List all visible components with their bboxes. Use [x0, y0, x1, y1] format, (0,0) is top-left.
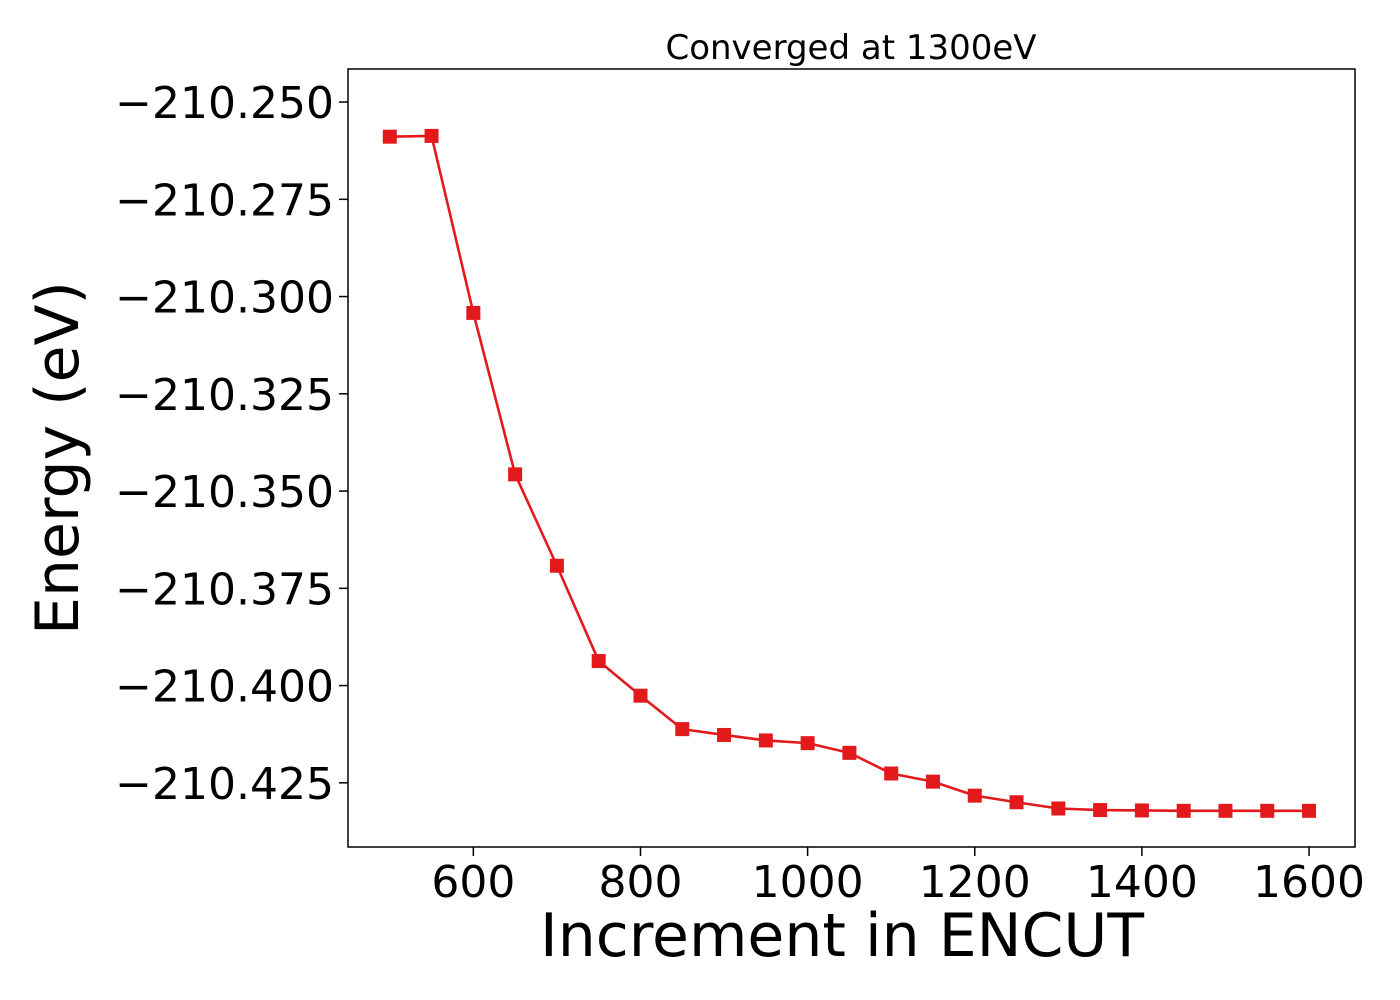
y-tick-label: −210.350 [115, 467, 334, 518]
data-point-marker [1176, 803, 1191, 818]
data-point-marker [1051, 801, 1066, 816]
plot-layer [382, 128, 1317, 818]
data-point-marker [466, 305, 481, 320]
data-point-marker [1134, 803, 1149, 818]
x-axis: 600 800 1000 1200 1400 1600 [431, 847, 1365, 908]
data-point-marker [758, 733, 773, 748]
data-point-marker [967, 788, 982, 803]
data-point-marker [508, 467, 523, 482]
data-point-marker [549, 558, 564, 573]
data-point-marker [424, 128, 439, 143]
x-tick-label: 1600 [1253, 857, 1365, 908]
data-point-marker [1009, 795, 1024, 810]
data-point-marker [591, 654, 606, 669]
plot-frame [347, 68, 1356, 848]
x-tick-label: 800 [598, 857, 682, 908]
x-tick-label: 1000 [752, 857, 864, 908]
y-axis-label: Energy (eV) [23, 281, 93, 635]
y-tick-label: −210.425 [115, 759, 334, 810]
y-tick-label: −210.275 [115, 175, 334, 226]
series-line [389, 134, 1310, 813]
data-point-marker [675, 722, 690, 737]
data-point-marker [717, 727, 732, 742]
data-point-marker [382, 129, 397, 144]
y-tick-label: −210.250 [115, 78, 334, 129]
x-tick-label: 1400 [1086, 857, 1198, 908]
data-point-marker [842, 745, 857, 760]
data-point-marker [884, 766, 899, 781]
data-point-marker [925, 774, 940, 789]
data-point-marker [1093, 803, 1108, 818]
data-point-marker [1218, 803, 1233, 818]
data-point-marker [1302, 803, 1317, 818]
chart-title: Converged at 1300eV [665, 28, 1036, 68]
y-tick-label: −210.375 [115, 564, 334, 615]
data-point-marker [800, 736, 815, 751]
x-axis-label: Increment in ENCUT [540, 901, 1144, 971]
y-tick-label: −210.400 [115, 662, 334, 713]
x-tick-label: 1200 [919, 857, 1031, 908]
y-tick-label: −210.325 [115, 370, 334, 421]
y-axis: −210.250 −210.275 −210.300 −210.325 −210.350… [115, 78, 348, 810]
y-tick-label: −210.300 [115, 273, 334, 324]
data-point-marker [633, 688, 648, 703]
x-tick-label: 600 [431, 857, 515, 908]
data-point-marker [1260, 803, 1275, 818]
